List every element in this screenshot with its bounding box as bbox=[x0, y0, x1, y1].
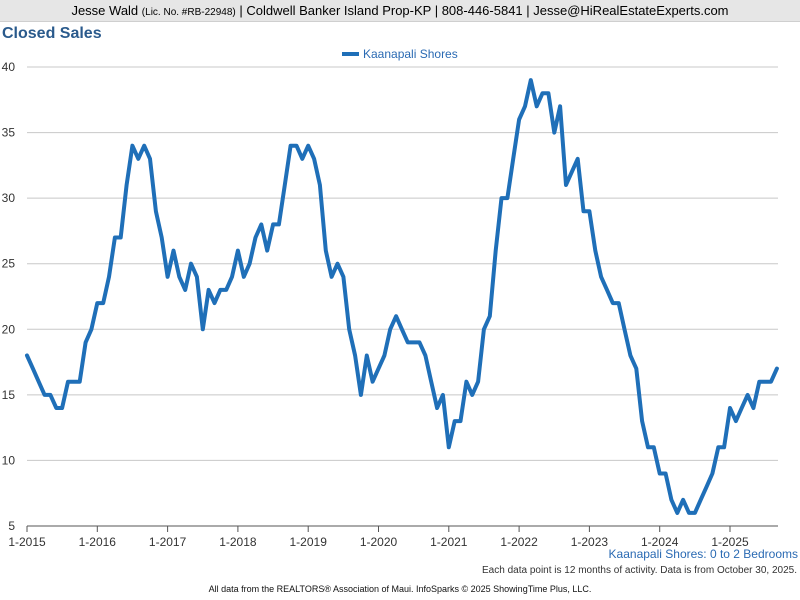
x-tick-label: 1-2021 bbox=[430, 535, 468, 549]
y-tick-label: 30 bbox=[2, 191, 16, 205]
agent-header: Jesse Wald (Lic. No. #RB-22948) | Coldwe… bbox=[0, 0, 800, 22]
x-tick-label: 1-2023 bbox=[571, 535, 609, 549]
x-tick-label: 1-2019 bbox=[290, 535, 328, 549]
x-tick-label: 1-2017 bbox=[149, 535, 187, 549]
series-line-kaanapali-shores bbox=[25, 78, 779, 515]
y-tick-label: 10 bbox=[2, 453, 16, 467]
x-tick-label: 1-2025 bbox=[711, 535, 749, 549]
data-note: Each data point is 12 months of activity… bbox=[482, 565, 797, 576]
x-tick-label: 1-2024 bbox=[641, 535, 679, 549]
y-tick-label: 25 bbox=[2, 257, 16, 271]
agent-license: (Lic. No. #RB-22948) bbox=[141, 7, 236, 18]
x-tick-label: 1-2016 bbox=[79, 535, 117, 549]
source-footer: All data from the REALTORS® Association … bbox=[208, 584, 592, 594]
agent-name: Jesse Wald bbox=[71, 3, 139, 18]
y-tick-label: 35 bbox=[2, 126, 16, 140]
y-tick-label: 40 bbox=[2, 60, 16, 74]
x-tick-label: 1-2022 bbox=[500, 535, 538, 549]
x-tick-label: 1-2015 bbox=[8, 535, 46, 549]
legend-label: Kaanapali Shores bbox=[363, 47, 458, 61]
y-tick-label: 20 bbox=[2, 322, 16, 336]
agent-contact: | Coldwell Banker Island Prop-KP | 808-4… bbox=[239, 3, 729, 18]
x-tick-label: 1-2020 bbox=[360, 535, 398, 549]
y-tick-label: 5 bbox=[8, 519, 15, 533]
chart-subtitle: Kaanapali Shores: 0 to 2 Bedrooms bbox=[608, 547, 798, 561]
x-tick-label: 1-2018 bbox=[219, 535, 257, 549]
chart-title: Closed Sales bbox=[2, 25, 102, 42]
y-tick-label: 15 bbox=[2, 388, 16, 402]
